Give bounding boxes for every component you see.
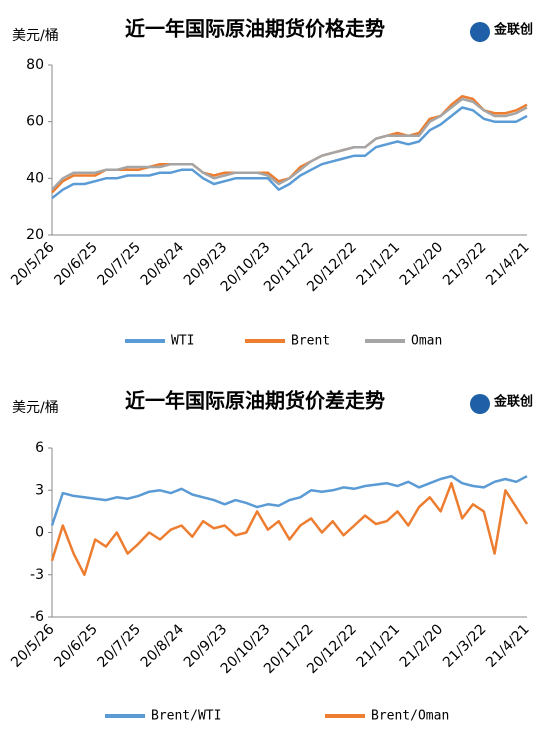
legend-label: Oman <box>411 334 442 349</box>
y-tick-label: 20 <box>26 227 44 243</box>
y-tick-label: 60 <box>26 114 44 130</box>
legend-label: Brent <box>291 334 330 349</box>
x-tick-label: 21/2/20 <box>397 239 446 288</box>
y-tick-label: 80 <box>26 57 44 73</box>
chart-title: 近一年国际原油期货价差走势 <box>125 389 385 413</box>
y-tick-label: 6 <box>35 440 44 456</box>
y-tick-label: -6 <box>30 609 44 625</box>
y-tick-label: 3 <box>35 482 44 498</box>
logo: 金联创 <box>493 22 533 38</box>
x-tick-label: 21/1/21 <box>354 239 403 288</box>
legend-label: WTI <box>171 334 194 349</box>
x-tick-label: 20/8/24 <box>138 239 188 289</box>
chart-title: 近一年国际原油期货价格走势 <box>125 17 385 41</box>
logo: 金联创 <box>493 394 533 410</box>
y-axis-label: 美元/桶 <box>12 28 59 44</box>
legend-label: Brent/WTI <box>151 709 221 724</box>
series-line <box>50 474 528 526</box>
x-tick-label: 21/1/21 <box>354 621 403 670</box>
logo-icon <box>470 394 490 414</box>
x-tick-label: 20/7/25 <box>95 239 144 288</box>
x-tick-label: 21/3/22 <box>440 239 489 288</box>
x-tick-label: 20/5/26 <box>8 621 58 671</box>
x-tick-label: 21/3/22 <box>440 621 489 670</box>
y-tick-label: 0 <box>35 525 44 541</box>
y-tick-label: 40 <box>26 170 44 186</box>
x-tick-label: 20/8/24 <box>138 621 188 671</box>
series-line <box>51 97 528 191</box>
x-tick-label: 20/7/25 <box>95 621 144 670</box>
x-tick-label: 21/4/21 <box>483 239 532 288</box>
x-tick-label: 21/4/21 <box>483 621 532 670</box>
x-tick-label: 21/2/20 <box>397 621 446 670</box>
x-tick-label: 20/6/25 <box>51 621 100 670</box>
x-tick-label: 20/6/25 <box>51 239 100 288</box>
legend-label: Brent/Oman <box>371 709 449 724</box>
series-line <box>50 481 529 577</box>
logo-icon <box>470 22 490 42</box>
series-line <box>51 106 528 200</box>
x-tick-label: 20/5/26 <box>8 239 58 289</box>
y-axis-label: 美元/桶 <box>12 400 59 416</box>
y-tick-label: -3 <box>30 567 44 583</box>
